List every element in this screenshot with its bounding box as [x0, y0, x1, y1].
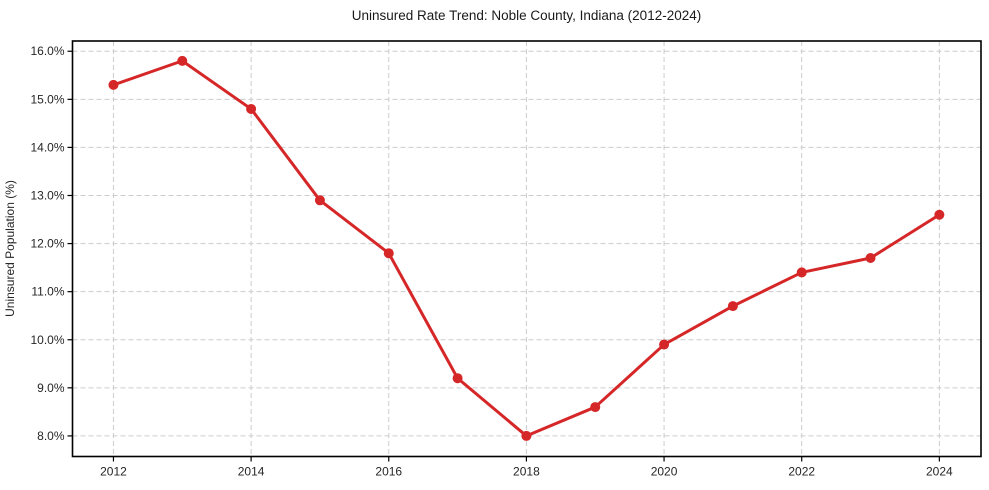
data-point-marker — [177, 55, 188, 66]
y-tick-label: 14.0% — [30, 140, 64, 154]
plot-area: 8.0% 9.0% 10.0% 11.0% 12.0% 13.0% 14.0% 15.0% 16… — [30, 40, 982, 479]
y-tick-label: 15.0% — [30, 92, 64, 106]
plot-border — [71, 40, 982, 458]
data-point-marker — [590, 402, 601, 413]
data-point-marker — [727, 301, 738, 312]
data-point-marker — [452, 373, 463, 384]
chart-title: Uninsured Rate Trend: Noble County, Indi… — [352, 8, 701, 23]
y-tick-label: 11.0% — [31, 285, 64, 299]
data-point-marker — [246, 103, 257, 114]
x-tick-label: 2016 — [375, 465, 402, 479]
data-point-marker — [796, 267, 807, 278]
y-tick-label: 9.0% — [37, 381, 65, 395]
data-point-marker — [108, 79, 119, 90]
data-point-marker — [383, 248, 394, 259]
y-tick-label: 10.0% — [30, 333, 64, 347]
x-tick-label: 2014 — [238, 465, 265, 479]
y-tick-label: 16.0% — [30, 44, 64, 58]
y-tick-label: 12.0% — [30, 237, 64, 251]
data-point-marker — [521, 430, 532, 441]
x-tick-label: 2012 — [100, 465, 127, 479]
x-tick-label: 2022 — [788, 465, 815, 479]
data-point-marker — [865, 253, 876, 264]
x-tick-label: 2020 — [651, 465, 678, 479]
data-point-marker — [314, 195, 325, 206]
data-point-marker — [934, 209, 945, 220]
y-tick-label: 13.0% — [30, 188, 64, 202]
y-axis-label: Uninsured Population (%) — [3, 180, 17, 317]
y-tick-label: 8.0% — [37, 429, 65, 443]
x-tick-label: 2018 — [513, 465, 540, 479]
x-tick-label: 2024 — [926, 465, 953, 479]
data-point-marker — [659, 339, 670, 350]
